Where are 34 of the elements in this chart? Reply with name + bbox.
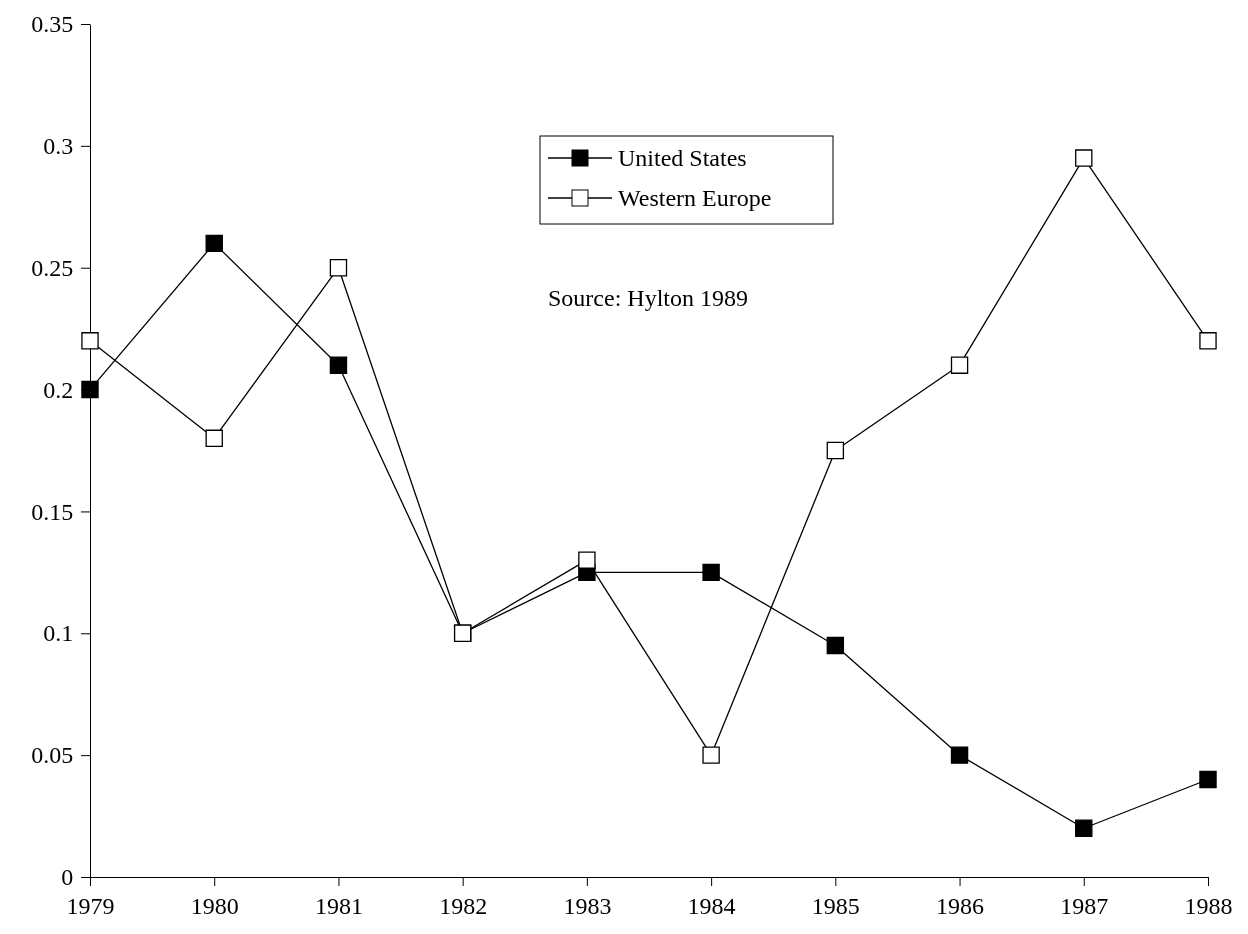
y-tick-label: 0.05 xyxy=(31,742,74,769)
point xyxy=(950,746,969,764)
point xyxy=(205,429,223,448)
y-tick-label: 0.2 xyxy=(43,376,74,403)
point xyxy=(702,563,720,582)
x-tick-label: 1986 xyxy=(936,893,985,920)
y-tick-label: 0.25 xyxy=(31,254,74,281)
x-tick-label: 1987 xyxy=(1060,893,1109,920)
legend-label: United States xyxy=(618,145,747,171)
point xyxy=(950,356,969,374)
y-tick-label: 0.15 xyxy=(31,498,74,525)
x-tick-label: 1980 xyxy=(190,893,239,920)
point xyxy=(329,259,348,277)
x-tick-label: 1981 xyxy=(314,893,363,920)
y-tick-label: 0.35 xyxy=(31,11,74,38)
y-tick-label: 0.3 xyxy=(43,133,74,160)
x-tick-label: 1985 xyxy=(811,893,860,920)
point xyxy=(1075,819,1093,837)
x-tick-label: 1983 xyxy=(563,893,612,920)
point xyxy=(826,636,845,655)
x-tick-label: 1979 xyxy=(66,893,115,920)
legend-label: Western Europe xyxy=(618,185,772,211)
point xyxy=(1199,770,1217,789)
point xyxy=(205,234,223,253)
point xyxy=(578,551,596,569)
point xyxy=(329,356,348,374)
y-tick-label: 0 xyxy=(61,864,74,891)
point xyxy=(826,441,845,460)
y-tick-label: 0.1 xyxy=(43,620,74,647)
x-tick-label: 1982 xyxy=(439,893,488,920)
annotation: Source: Hylton 1989 xyxy=(548,285,748,311)
point xyxy=(81,380,99,399)
x-tick-label: 1984 xyxy=(687,893,736,920)
x-tick-label: 1988 xyxy=(1184,893,1233,920)
